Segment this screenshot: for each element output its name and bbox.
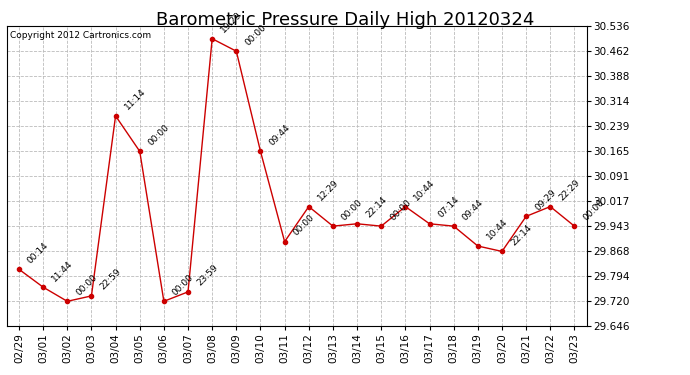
Text: 10:44: 10:44 (485, 217, 509, 242)
Text: Copyright 2012 Cartronics.com: Copyright 2012 Cartronics.com (10, 31, 151, 40)
Text: 07:14: 07:14 (437, 195, 461, 220)
Text: 00:00: 00:00 (388, 197, 413, 222)
Text: 22:59: 22:59 (99, 267, 123, 292)
Text: 10:44: 10:44 (413, 178, 437, 203)
Text: Barometric Pressure Daily High 20120324: Barometric Pressure Daily High 20120324 (156, 11, 534, 29)
Text: 22:29: 22:29 (558, 178, 582, 203)
Text: 00:00: 00:00 (582, 197, 606, 222)
Text: 09:29: 09:29 (533, 188, 558, 212)
Text: 23:59: 23:59 (195, 263, 219, 288)
Text: 00:00: 00:00 (147, 123, 171, 147)
Text: 09:44: 09:44 (268, 123, 292, 147)
Text: 09:44: 09:44 (461, 198, 485, 222)
Text: 19:29: 19:29 (219, 10, 244, 34)
Text: 22:14: 22:14 (364, 195, 388, 220)
Text: 12:29: 12:29 (316, 178, 340, 203)
Text: 00:00: 00:00 (171, 273, 195, 297)
Text: 00:00: 00:00 (75, 273, 99, 297)
Text: 00:14: 00:14 (26, 240, 50, 265)
Text: 00:00: 00:00 (292, 213, 316, 237)
Text: 00:00: 00:00 (340, 197, 364, 222)
Text: 11:44: 11:44 (50, 258, 75, 283)
Text: 11:14: 11:14 (123, 87, 147, 112)
Text: 22:14: 22:14 (509, 223, 533, 247)
Text: 00:00: 00:00 (244, 22, 268, 47)
